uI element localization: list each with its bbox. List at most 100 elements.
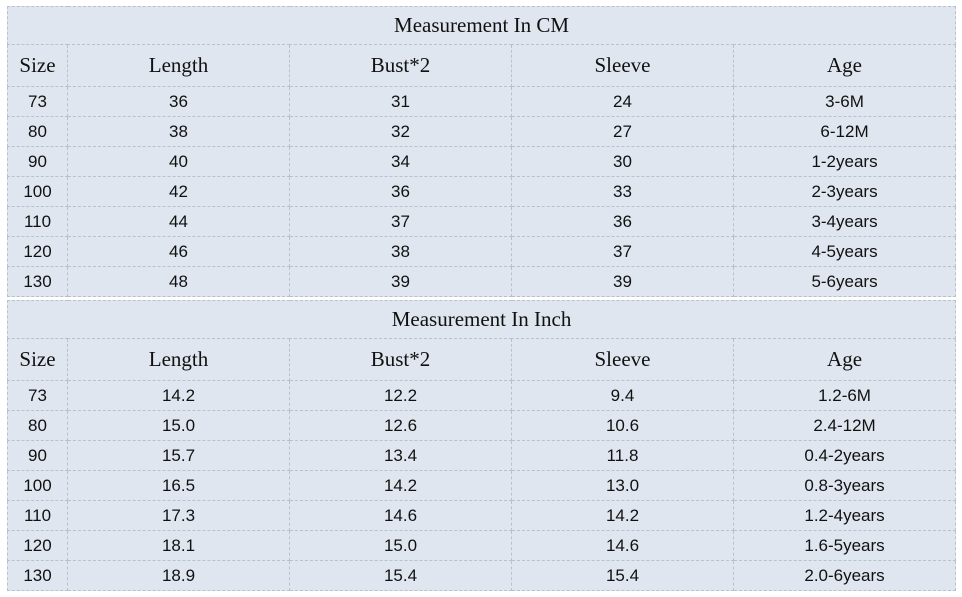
table-cell: 36 xyxy=(289,176,512,207)
table-cell: 1.6-5years xyxy=(732,530,957,561)
table-cell: 46 xyxy=(67,236,290,267)
header-cell: Bust*2 xyxy=(289,44,512,87)
table-cell: 14.2 xyxy=(67,380,290,411)
table-cell: 11.8 xyxy=(511,440,734,471)
table-cell: 4-5years xyxy=(732,236,957,267)
table-cell: 15.7 xyxy=(67,440,290,471)
table-cell: 38 xyxy=(67,116,290,147)
table-cell: 90 xyxy=(7,440,68,471)
table-cell: 2.4-12M xyxy=(732,410,957,441)
table-cell: 6-12M xyxy=(732,116,957,147)
table-cell: 31 xyxy=(289,86,512,117)
table-cell: 0.4-2years xyxy=(732,440,957,471)
header-cell: Sleeve xyxy=(511,44,734,87)
header-cell: Length xyxy=(67,44,290,87)
data-row: 90 40 34 30 1-2years xyxy=(7,146,957,177)
header-cell: Sleeve xyxy=(511,338,734,381)
table-cell: 1.2-4years xyxy=(732,500,957,531)
table-cell: 130 xyxy=(7,266,68,297)
table-cell: 12.2 xyxy=(289,380,512,411)
table-cell: 0.8-3years xyxy=(732,470,957,501)
data-row: 80 38 32 27 6-12M xyxy=(7,116,957,147)
table-cell: 39 xyxy=(511,266,734,297)
table-body: Measurement In Inch Size Length Bust*2 Sleev… xyxy=(6,300,957,591)
table-cell: 36 xyxy=(511,206,734,237)
table-cell: 16.5 xyxy=(67,470,290,501)
table-cell: 15.4 xyxy=(289,560,512,591)
table-cell: 73 xyxy=(7,86,68,117)
table-cell: 37 xyxy=(289,206,512,237)
table-cell: 32 xyxy=(289,116,512,147)
table-cell: 14.2 xyxy=(511,500,734,531)
table-title: Measurement In Inch xyxy=(6,300,957,339)
data-row: 130 18.9 15.4 15.4 2.0-6years xyxy=(7,560,957,591)
table-cell: 2-3years xyxy=(732,176,957,207)
header-cell: Size xyxy=(7,44,68,87)
title-row: Measurement In CM xyxy=(6,6,957,45)
table-cell: 15.0 xyxy=(289,530,512,561)
table-cell: 14.6 xyxy=(289,500,512,531)
table-cell: 90 xyxy=(7,146,68,177)
table-cell: 73 xyxy=(7,380,68,411)
data-row: 120 46 38 37 4-5years xyxy=(7,236,957,267)
table-cell: 2.0-6years xyxy=(732,560,957,591)
header-cell: Age xyxy=(732,44,957,87)
table-cell: 100 xyxy=(7,176,68,207)
data-row: 100 16.5 14.2 13.0 0.8-3years xyxy=(7,470,957,501)
table-cell: 120 xyxy=(7,236,68,267)
table-cell: 24 xyxy=(511,86,734,117)
table-cell: 18.9 xyxy=(67,560,290,591)
table-cell: 30 xyxy=(511,146,734,177)
table-cell: 38 xyxy=(289,236,512,267)
table-cell: 80 xyxy=(7,410,68,441)
size-table: Measurement In CM Size Length Bust*2 Sleeve A… xyxy=(6,6,957,297)
table-cell: 10.6 xyxy=(511,410,734,441)
table-cell: 13.4 xyxy=(289,440,512,471)
data-row: 130 48 39 39 5-6years xyxy=(7,266,957,297)
table-cell: 17.3 xyxy=(67,500,290,531)
header-row: Size Length Bust*2 Sleeve Age xyxy=(7,44,957,87)
table-title: Measurement In CM xyxy=(6,6,957,45)
data-row: 110 17.3 14.6 14.2 1.2-4years xyxy=(7,500,957,531)
table-cell: 34 xyxy=(289,146,512,177)
table-cell: 130 xyxy=(7,560,68,591)
table-cell: 120 xyxy=(7,530,68,561)
table-cell: 3-6M xyxy=(732,86,957,117)
title-row: Measurement In Inch xyxy=(6,300,957,339)
header-cell: Length xyxy=(67,338,290,381)
table-cell: 36 xyxy=(67,86,290,117)
header-cell: Size xyxy=(7,338,68,381)
header-cell: Bust*2 xyxy=(289,338,512,381)
table-cell: 5-6years xyxy=(732,266,957,297)
data-row: 73 36 31 24 3-6M xyxy=(7,86,957,117)
table-cell: 42 xyxy=(67,176,290,207)
table-cell: 44 xyxy=(67,206,290,237)
table-cell: 15.4 xyxy=(511,560,734,591)
header-cell: Age xyxy=(732,338,957,381)
size-table: Measurement In Inch Size Length Bust*2 Sleev… xyxy=(6,300,957,591)
data-row: 73 14.2 12.2 9.4 1.2-6M xyxy=(7,380,957,411)
table-cell: 14.2 xyxy=(289,470,512,501)
data-row: 80 15.0 12.6 10.6 2.4-12M xyxy=(7,410,957,441)
table-cell: 37 xyxy=(511,236,734,267)
table-cell: 14.6 xyxy=(511,530,734,561)
table-cell: 110 xyxy=(7,206,68,237)
table-cell: 13.0 xyxy=(511,470,734,501)
data-row: 120 18.1 15.0 14.6 1.6-5years xyxy=(7,530,957,561)
table-cell: 3-4years xyxy=(732,206,957,237)
table-cell: 1-2years xyxy=(732,146,957,177)
table-cell: 27 xyxy=(511,116,734,147)
table-cell: 12.6 xyxy=(289,410,512,441)
table-cell: 39 xyxy=(289,266,512,297)
table-cell: 33 xyxy=(511,176,734,207)
table-cell: 40 xyxy=(67,146,290,177)
header-row: Size Length Bust*2 Sleeve Age xyxy=(7,338,957,381)
data-row: 110 44 37 36 3-4years xyxy=(7,206,957,237)
table-cell: 110 xyxy=(7,500,68,531)
table-cell: 80 xyxy=(7,116,68,147)
table-cell: 18.1 xyxy=(67,530,290,561)
table-cell: 48 xyxy=(67,266,290,297)
table-cell: 9.4 xyxy=(511,380,734,411)
data-row: 90 15.7 13.4 11.8 0.4-2years xyxy=(7,440,957,471)
